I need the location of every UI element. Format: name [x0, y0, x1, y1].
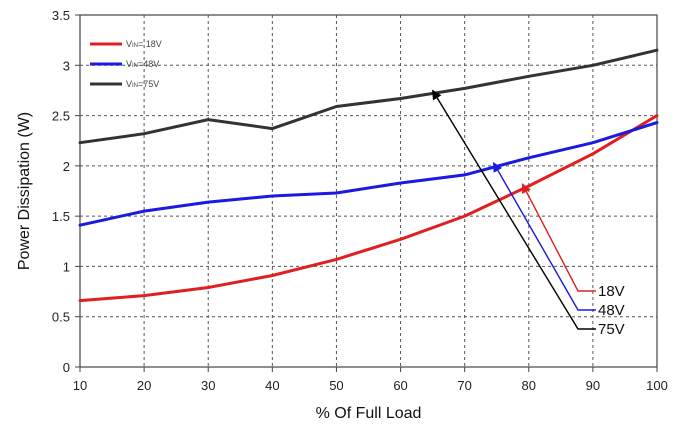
- x-tick-label: 40: [265, 378, 279, 393]
- y-tick-label: 0.5: [52, 310, 70, 325]
- tick-labels: 10 20 30 40 50 60 70 80 90 100 0 0.5 1 1.5 2 2.5 3 3.5: [52, 8, 668, 393]
- x-tick-label: 90: [586, 378, 600, 393]
- x-tick-label: 100: [646, 378, 668, 393]
- y-tick-label: 3.5: [52, 8, 70, 23]
- series-line: [78, 121, 659, 227]
- x-tick-label: 80: [522, 378, 536, 393]
- y-tick-label: 1: [63, 259, 70, 274]
- series-line: [78, 114, 659, 303]
- x-tick-label: 10: [73, 378, 87, 393]
- annotation-arrow: [492, 161, 596, 311]
- y-tick-label: 3: [63, 58, 70, 73]
- annotation-arrow: [432, 89, 596, 330]
- series-line: [78, 48, 659, 145]
- legend-label: VIN= 18V: [126, 39, 162, 49]
- annotation-label: 75V: [598, 321, 625, 338]
- annotations: 18V 48V 75V: [432, 89, 625, 338]
- legend-label: VIN=75V: [126, 79, 159, 89]
- x-tick-label: 30: [201, 378, 215, 393]
- legend: VIN= 18V VIN=48V VIN=75V: [90, 39, 162, 89]
- annotation-label: 48V: [598, 302, 625, 319]
- plot-frame: [79, 14, 658, 368]
- annotation-arrow: [521, 183, 596, 292]
- y-tick-label: 0: [63, 360, 70, 375]
- x-tick-label: 50: [329, 378, 343, 393]
- y-axis-title: Power Dissipation (W): [16, 112, 33, 270]
- x-tick-label: 60: [393, 378, 407, 393]
- x-tick-label: 70: [457, 378, 471, 393]
- y-tick-label: 2.5: [52, 109, 70, 124]
- annotation-label: 18V: [598, 283, 625, 300]
- x-tick-label: 20: [137, 378, 151, 393]
- x-axis-title: % Of Full Load: [316, 405, 422, 422]
- y-tick-label: 2: [63, 159, 70, 174]
- series-lines: [78, 48, 659, 303]
- y-tick-label: 1.5: [52, 209, 70, 224]
- legend-label: VIN=48V: [126, 59, 159, 69]
- axes: [75, 14, 658, 372]
